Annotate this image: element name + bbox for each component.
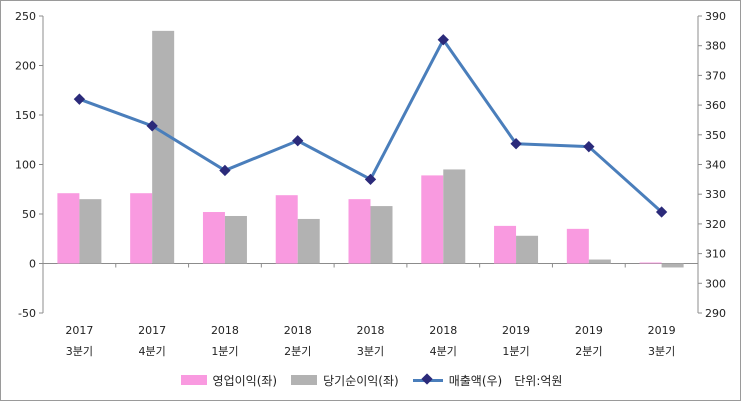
bar-operating-profit bbox=[421, 175, 444, 264]
bar-net-income bbox=[152, 30, 175, 264]
legend-item-operating-profit: 영업이익(좌) bbox=[180, 372, 278, 389]
bar-net-income bbox=[79, 199, 102, 264]
bar-net-income bbox=[224, 215, 247, 264]
legend-label-revenue: 매출액(우) bbox=[448, 373, 503, 388]
marker-revenue bbox=[510, 138, 522, 150]
legend-swatch-operating-profit bbox=[180, 375, 207, 385]
y-right-tick-label: 330 bbox=[705, 188, 726, 201]
y-right-tick-label: 310 bbox=[705, 248, 726, 261]
bar-net-income bbox=[516, 235, 539, 264]
y-left-tick-label: 150 bbox=[15, 109, 36, 122]
y-right-tick-label: 360 bbox=[705, 99, 726, 112]
marker-revenue bbox=[437, 34, 449, 46]
legend-label-net-income: 당기순이익(좌) bbox=[323, 373, 399, 388]
x-category-year: 2018 bbox=[211, 324, 239, 337]
y-left-tick-label: 250 bbox=[15, 10, 36, 23]
y-right-tick-label: 350 bbox=[705, 129, 726, 142]
marker-revenue bbox=[583, 141, 595, 153]
x-category-year: 2017 bbox=[138, 324, 166, 337]
plot-area: -50 0 50 100 150 200 250 290 300 310 320 330 340 350 3… bbox=[15, 10, 726, 358]
y-right-tick-label: 340 bbox=[705, 159, 726, 172]
x-category-quarter: 2분기 bbox=[575, 345, 602, 358]
bar-net-income bbox=[661, 263, 684, 268]
y-left-tick-label: 50 bbox=[22, 208, 36, 221]
unit-note: 단위:억원 bbox=[514, 373, 563, 388]
bar-net-income bbox=[370, 206, 393, 264]
legend-label-operating-profit: 영업이익(좌) bbox=[212, 373, 278, 388]
x-category-quarter: 3분기 bbox=[66, 345, 93, 358]
x-category-year: 2018 bbox=[357, 324, 385, 337]
y-right-tick-label: 380 bbox=[705, 40, 726, 53]
legend-item-net-income: 당기순이익(좌) bbox=[291, 372, 399, 389]
y-right-tick-label: 320 bbox=[705, 218, 726, 231]
marker-revenue bbox=[73, 93, 86, 105]
x-category-year: 2019 bbox=[648, 324, 676, 337]
y-left-tick-label: -50 bbox=[18, 307, 36, 320]
y-right-tick-label: 290 bbox=[705, 307, 726, 320]
bar-net-income bbox=[443, 169, 466, 264]
x-category-quarter: 1분기 bbox=[502, 345, 529, 358]
x-category-quarter: 3분기 bbox=[357, 345, 384, 358]
y-right-tick-label: 390 bbox=[705, 10, 726, 23]
legend-swatch-net-income bbox=[291, 375, 318, 385]
marker-revenue bbox=[219, 164, 231, 177]
y-left-tick-label: 0 bbox=[29, 258, 36, 271]
x-category-year: 2019 bbox=[502, 324, 530, 337]
x-category-quarter: 2분기 bbox=[284, 345, 311, 358]
x-category-year: 2018 bbox=[284, 324, 312, 337]
x-category-quarter: 4분기 bbox=[139, 345, 166, 358]
bar-operating-profit bbox=[639, 262, 662, 264]
x-category-quarter: 3분기 bbox=[648, 345, 675, 358]
bar-operating-profit bbox=[130, 193, 153, 264]
bar-operating-profit bbox=[566, 228, 589, 264]
x-category-year: 2017 bbox=[65, 324, 93, 337]
y-right-tick-label: 300 bbox=[705, 277, 726, 290]
legend: 영업이익(좌) 당기순이익(좌) 매출액(우) 단위:억원 bbox=[0, 370, 743, 390]
bar-operating-profit bbox=[202, 212, 225, 264]
marker-revenue bbox=[292, 135, 304, 147]
y-left-tick-label: 200 bbox=[15, 60, 36, 73]
legend-item-revenue: 매출액(우) 단위:억원 bbox=[412, 372, 563, 389]
legend-swatch-revenue bbox=[412, 374, 443, 386]
bar-net-income bbox=[297, 218, 320, 264]
x-category-quarter: 1분기 bbox=[211, 345, 238, 358]
marker-revenue bbox=[364, 173, 377, 186]
bar-net-income bbox=[588, 259, 611, 264]
x-category-year: 2018 bbox=[429, 324, 457, 337]
bar-operating-profit bbox=[57, 193, 80, 264]
marker-revenue bbox=[655, 206, 668, 218]
x-category-year: 2019 bbox=[575, 324, 603, 337]
bar-operating-profit bbox=[348, 199, 371, 264]
y-right-tick-label: 370 bbox=[705, 69, 726, 82]
x-category-quarter: 4분기 bbox=[430, 345, 457, 358]
bar-operating-profit bbox=[275, 195, 298, 264]
y-left-tick-label: 100 bbox=[15, 159, 36, 172]
bar-operating-profit bbox=[494, 225, 517, 264]
